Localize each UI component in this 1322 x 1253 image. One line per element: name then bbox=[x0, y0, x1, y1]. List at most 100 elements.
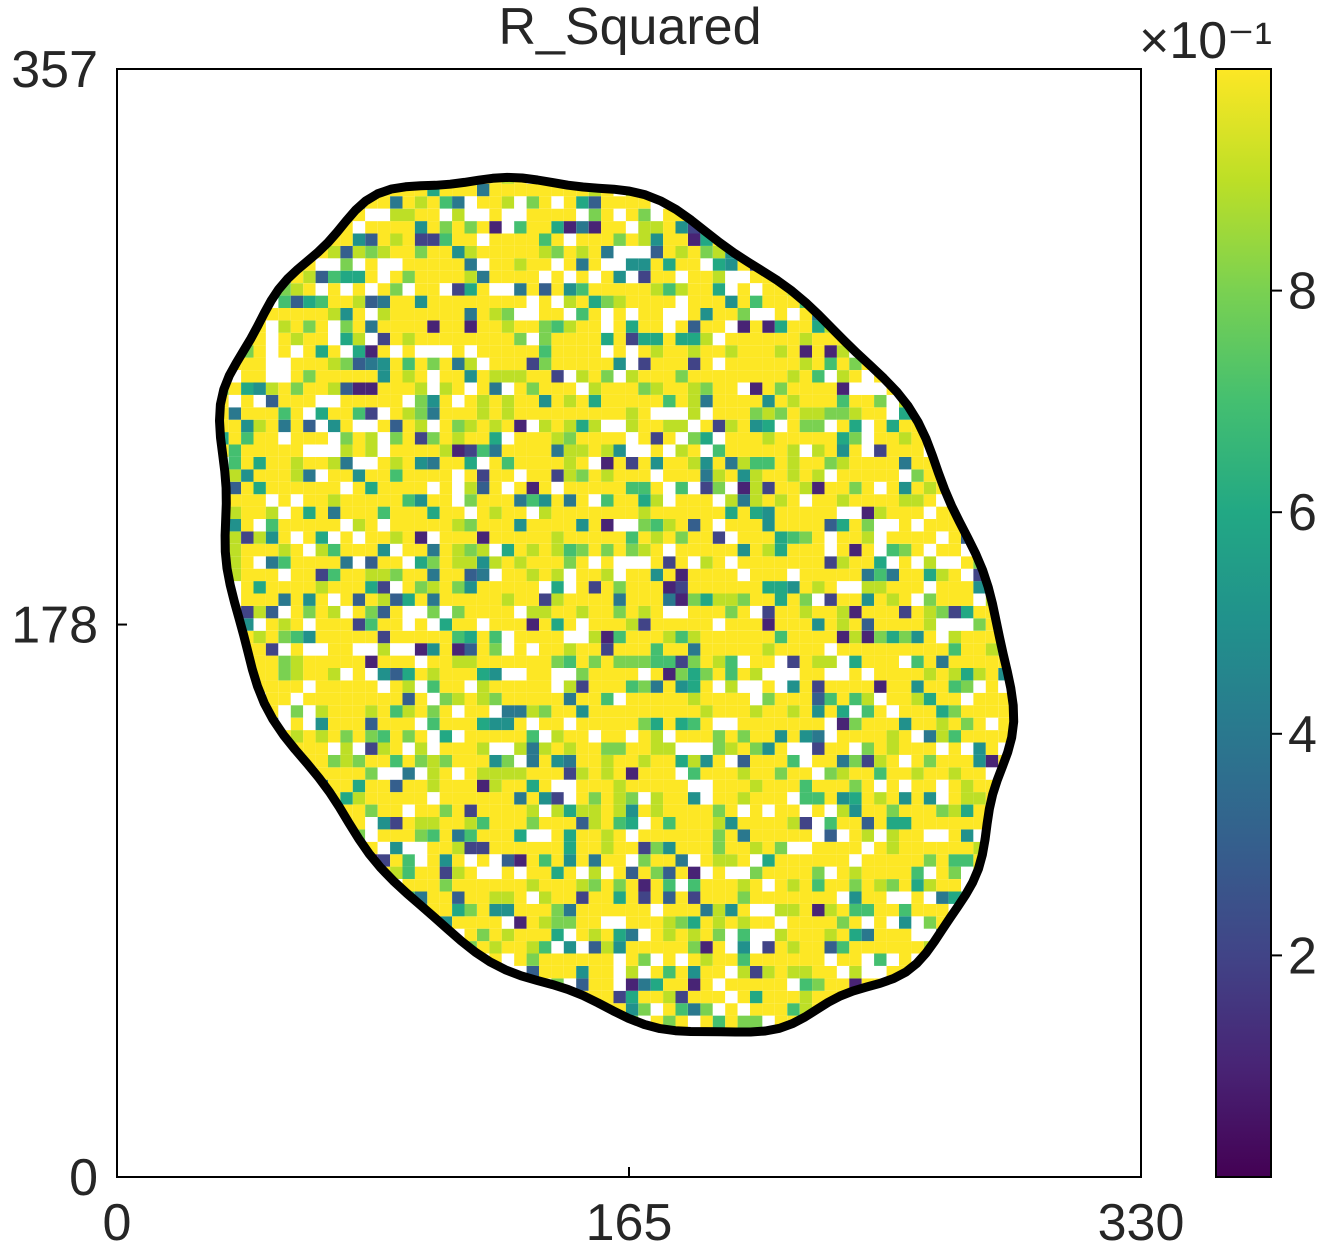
heatmap-cell bbox=[489, 854, 502, 867]
heatmap-cell bbox=[576, 668, 589, 681]
heatmap-cell bbox=[799, 668, 813, 681]
heatmap-cell bbox=[253, 481, 266, 495]
heatmap-cell bbox=[638, 407, 651, 420]
heatmap-cell bbox=[613, 841, 626, 855]
heatmap-cell bbox=[377, 841, 391, 855]
heatmap-cell bbox=[576, 283, 589, 296]
heatmap-cell bbox=[824, 854, 837, 867]
heatmap-cell bbox=[303, 494, 316, 507]
heatmap-cell bbox=[886, 891, 899, 904]
heatmap-cell bbox=[576, 717, 589, 731]
heatmap-cell bbox=[650, 792, 664, 805]
heatmap-cell bbox=[576, 543, 589, 557]
heatmap-cell bbox=[551, 308, 564, 321]
heatmap-cell bbox=[688, 531, 701, 544]
heatmap-cell bbox=[638, 531, 651, 544]
heatmap-cell bbox=[427, 568, 440, 582]
heatmap-cell bbox=[241, 481, 254, 495]
heatmap-cell bbox=[861, 966, 875, 979]
heatmap-cell bbox=[551, 519, 564, 532]
heatmap-cell bbox=[377, 196, 391, 209]
heatmap-cell bbox=[303, 295, 316, 308]
heatmap-cell bbox=[861, 419, 875, 433]
heatmap-cell bbox=[452, 531, 465, 544]
heatmap-cell bbox=[526, 605, 539, 619]
heatmap-cell bbox=[290, 419, 304, 433]
heatmap-cell bbox=[501, 618, 515, 631]
heatmap-cell bbox=[551, 568, 564, 582]
heatmap-cell bbox=[601, 419, 614, 433]
heatmap-cell bbox=[824, 568, 837, 582]
heatmap-cell bbox=[712, 1003, 726, 1016]
heatmap-cell bbox=[290, 320, 304, 333]
heatmap-cell bbox=[737, 655, 750, 668]
heatmap-cell bbox=[762, 556, 775, 569]
heatmap-cell bbox=[750, 966, 763, 979]
heatmap-cell bbox=[861, 767, 875, 780]
heatmap-cell bbox=[874, 618, 887, 631]
heatmap-cell bbox=[414, 208, 428, 222]
heatmap-cell bbox=[836, 841, 850, 855]
heatmap-cell bbox=[849, 953, 862, 966]
heatmap-cell bbox=[352, 481, 366, 495]
heatmap-cell bbox=[477, 866, 490, 879]
heatmap-cell bbox=[911, 481, 924, 495]
heatmap-cell bbox=[886, 705, 899, 718]
heatmap-cell bbox=[340, 394, 353, 408]
heatmap-cell bbox=[303, 481, 316, 495]
heatmap-cell bbox=[601, 221, 614, 234]
heatmap-cell bbox=[563, 854, 577, 867]
heatmap-cell bbox=[265, 469, 279, 482]
heatmap-cell bbox=[551, 941, 564, 954]
heatmap-cell bbox=[526, 270, 539, 284]
heatmap-cell bbox=[849, 692, 862, 706]
heatmap-cell bbox=[588, 320, 602, 333]
heatmap-cell bbox=[712, 891, 726, 904]
heatmap-cell bbox=[464, 370, 477, 383]
heatmap-cell bbox=[737, 432, 750, 445]
heatmap-cell bbox=[911, 618, 924, 631]
heatmap-cell bbox=[402, 655, 415, 668]
heatmap-cell bbox=[377, 829, 391, 842]
heatmap-cell bbox=[427, 804, 440, 817]
heatmap-cell bbox=[861, 556, 875, 569]
heatmap-cell bbox=[613, 332, 626, 346]
heatmap-cell bbox=[501, 879, 515, 892]
heatmap-cell bbox=[464, 879, 477, 892]
heatmap-cell bbox=[849, 531, 862, 544]
heatmap-cell bbox=[812, 630, 825, 644]
heatmap-cell bbox=[812, 394, 825, 408]
heatmap-cell bbox=[365, 655, 378, 668]
heatmap-cell bbox=[352, 245, 366, 259]
heatmap-cell bbox=[501, 320, 515, 333]
heatmap-cell bbox=[638, 928, 651, 942]
heatmap-cell bbox=[576, 332, 589, 346]
heatmap-cell bbox=[812, 891, 825, 904]
heatmap-cell bbox=[514, 630, 527, 644]
heatmap-cell bbox=[700, 270, 713, 284]
heatmap-cell bbox=[874, 432, 887, 445]
heatmap-cell bbox=[613, 754, 626, 768]
heatmap-cell bbox=[787, 928, 800, 942]
heatmap-cell bbox=[812, 593, 825, 606]
heatmap-cell bbox=[489, 742, 502, 755]
heatmap-cell bbox=[836, 618, 850, 631]
heatmap-cell bbox=[886, 829, 899, 842]
heatmap-cell bbox=[439, 283, 453, 296]
heatmap-cell bbox=[737, 692, 750, 706]
heatmap-cell bbox=[774, 618, 788, 631]
heatmap-cell bbox=[725, 308, 738, 321]
heatmap-cell bbox=[911, 817, 924, 830]
heatmap-cell bbox=[526, 866, 539, 879]
heatmap-cell bbox=[588, 891, 602, 904]
heatmap-cell bbox=[700, 829, 713, 842]
heatmap-cell bbox=[340, 593, 353, 606]
heatmap-cell bbox=[402, 469, 415, 482]
heatmap-cell bbox=[563, 320, 577, 333]
heatmap-cell bbox=[750, 506, 763, 519]
heatmap-cell bbox=[427, 841, 440, 855]
heatmap-cell bbox=[762, 382, 775, 395]
heatmap-cell bbox=[812, 370, 825, 383]
heatmap-cell bbox=[352, 283, 366, 296]
heatmap-cell bbox=[601, 668, 614, 681]
